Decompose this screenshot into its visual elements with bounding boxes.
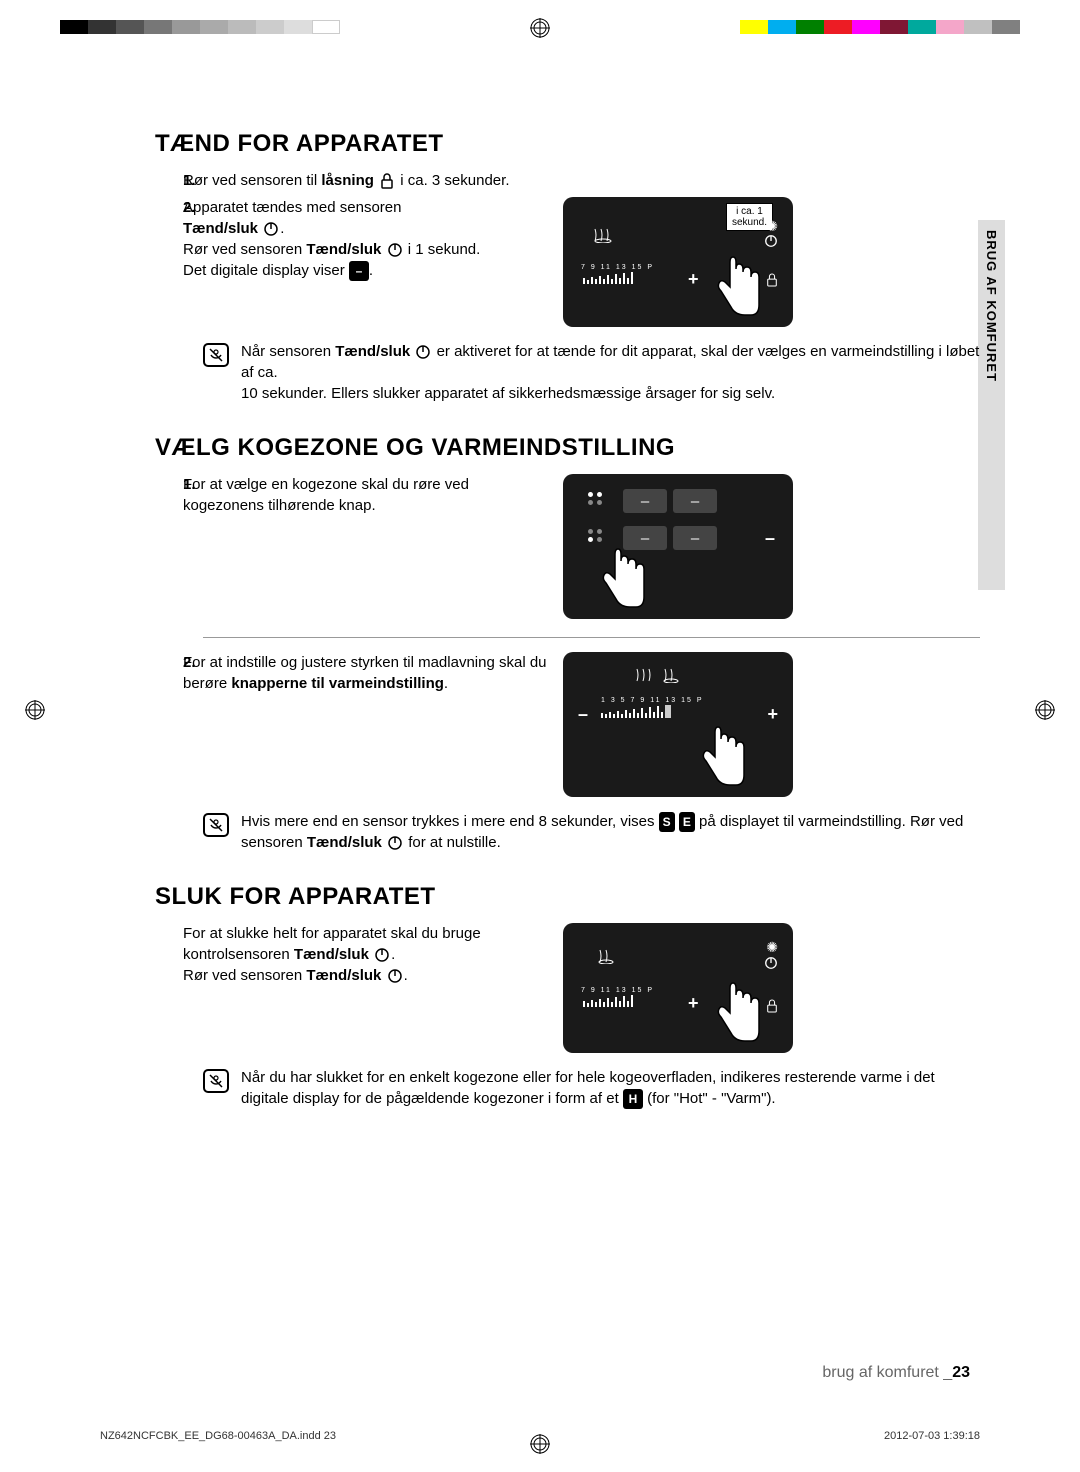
- note-icon: [203, 343, 229, 367]
- step-1: 1. For at vælge en kogezone skal du røre…: [155, 474, 980, 619]
- page-footer: brug af komfuret _23: [822, 1364, 970, 1382]
- illustration-select-zone: – – – – –: [563, 474, 793, 619]
- illustration-power-off: ✺ 7 9 11 13 15 P +: [563, 923, 793, 1053]
- step-1: 1. Rør ved sensoren til låsning i ca. 3 …: [155, 170, 980, 191]
- turn-off-text: For at slukke helt for apparatet skal du…: [155, 923, 980, 1053]
- power-icon: [373, 946, 391, 964]
- step-2: 2. Apparatet tændes med sensoren Tænd/sl…: [155, 197, 980, 327]
- note-box: Hvis mere end en sensor trykkes i mere e…: [203, 811, 980, 853]
- display-s-icon: S: [659, 812, 675, 832]
- heading-turn-on: TÆND FOR APPARATET: [155, 130, 980, 158]
- note-icon: [203, 813, 229, 837]
- note-box: Når sensoren Tænd/sluk er aktiveret for …: [203, 341, 980, 404]
- power-icon: [386, 967, 404, 985]
- note-icon: [203, 1069, 229, 1093]
- heading-select-zone: VÆLG KOGEZONE OG VARMEINDSTILLING: [155, 434, 980, 462]
- display-dash-icon: –: [349, 261, 369, 281]
- display-h-icon: H: [623, 1089, 643, 1109]
- print-meta: NZ642NCFCBK_EE_DG68-00463A_DA.indd 23 20…: [100, 1430, 980, 1442]
- power-icon: [386, 834, 404, 852]
- display-e-icon: E: [679, 812, 695, 832]
- power-icon: [414, 343, 432, 361]
- heading-turn-off: SLUK FOR APPARATET: [155, 883, 980, 911]
- note-box: Når du har slukket for en enkelt kogezon…: [203, 1067, 980, 1109]
- divider: [203, 637, 980, 638]
- illustration-power-on: i ca. 1sekund. ✺ 7 9 11 13 15 P +: [563, 197, 793, 327]
- step-2: 2. For at indstille og justere styrken t…: [155, 652, 980, 797]
- power-icon: [386, 241, 404, 259]
- lock-icon: [378, 172, 396, 190]
- power-icon: [262, 220, 280, 238]
- illustration-heat-setting: – + 1 3 5 7 9 11 13 15 P: [563, 652, 793, 797]
